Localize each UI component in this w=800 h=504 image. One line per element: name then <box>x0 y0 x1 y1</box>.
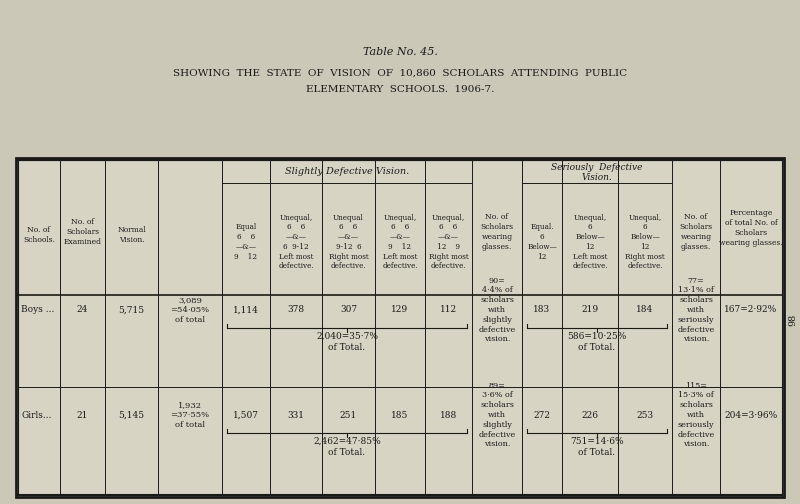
Text: Unequal,
6    6
—&—
6  9-12
Left most
defective.: Unequal, 6 6 —&— 6 9-12 Left most defect… <box>278 214 314 271</box>
Text: 90=
4·4% of
scholars
with
slightly
defective
vision.: 90= 4·4% of scholars with slightly defec… <box>478 277 516 343</box>
Text: Unequal,
6
Below—
12
Left most
defective.: Unequal, 6 Below— 12 Left most defective… <box>572 214 608 271</box>
Text: 188: 188 <box>440 410 457 419</box>
Text: Equal
6    6
—&—
9    12: Equal 6 6 —&— 9 12 <box>234 223 258 261</box>
Text: No. of
Scholars
wearing
glasses.: No. of Scholars wearing glasses. <box>679 213 713 250</box>
Text: Boys ...: Boys ... <box>21 305 54 314</box>
Text: 129: 129 <box>391 305 409 314</box>
Text: 77=
13·1% of
scholars
with
seriously
defective
vision.: 77= 13·1% of scholars with seriously def… <box>678 277 714 343</box>
Text: Unequal,
6    6
—&—
9    12
Left most
defective.: Unequal, 6 6 —&— 9 12 Left most defectiv… <box>382 214 418 271</box>
Text: 2,462=47·85%
of Total.: 2,462=47·85% of Total. <box>313 437 381 457</box>
Text: 167=2·92%: 167=2·92% <box>724 305 778 314</box>
Text: Normal
Vision.: Normal Vision. <box>117 226 146 244</box>
Text: 1,114: 1,114 <box>233 305 259 314</box>
Text: Girls...: Girls... <box>21 410 51 419</box>
Text: Seriously  Defective: Seriously Defective <box>551 162 642 171</box>
Text: 272: 272 <box>534 410 550 419</box>
Text: 183: 183 <box>534 305 550 314</box>
Text: 586=10·25%
of Total.: 586=10·25% of Total. <box>567 332 626 352</box>
Text: 204=3·96%: 204=3·96% <box>724 410 778 419</box>
Text: 3,089
=54·05%
of total: 3,089 =54·05% of total <box>170 296 210 324</box>
Text: 185: 185 <box>391 410 409 419</box>
Text: 98: 98 <box>789 314 798 326</box>
Text: Equal.
6
Below—
12: Equal. 6 Below— 12 <box>527 223 557 261</box>
Text: Percentage
of total No. of
Scholars
wearing glasses.: Percentage of total No. of Scholars wear… <box>719 209 783 246</box>
Text: 251: 251 <box>340 410 357 419</box>
Text: Table No. 45.: Table No. 45. <box>362 47 438 57</box>
Text: Vision.: Vision. <box>582 173 612 182</box>
Text: ELEMENTARY  SCHOOLS.  1906-7.: ELEMENTARY SCHOOLS. 1906-7. <box>306 86 494 95</box>
Text: No. of
Scholars
wearing
glasses.: No. of Scholars wearing glasses. <box>481 213 514 250</box>
Text: 112: 112 <box>440 305 457 314</box>
Text: 253: 253 <box>637 410 654 419</box>
Text: Unequal,
6
Below—
12
Right most
defective.: Unequal, 6 Below— 12 Right most defectiv… <box>625 214 665 271</box>
Text: Unequal,
6    6
—&—
12    9
Right most
defective.: Unequal, 6 6 —&— 12 9 Right most defecti… <box>429 214 468 271</box>
Text: 1,507: 1,507 <box>233 410 259 419</box>
Text: 115=
15·3% of
scholars
with
seriously
defective
vision.: 115= 15·3% of scholars with seriously de… <box>678 382 714 449</box>
Text: 219: 219 <box>582 305 598 314</box>
Text: SHOWING  THE  STATE  OF  VISION  OF  10,860  SCHOLARS  ATTENDING  PUBLIC: SHOWING THE STATE OF VISION OF 10,860 SC… <box>173 69 627 78</box>
Text: 5,145: 5,145 <box>118 410 145 419</box>
Text: Unequal
6    6
—&—
9-12  6
Right most
defective.: Unequal 6 6 —&— 9-12 6 Right most defect… <box>329 214 368 271</box>
Text: 1,932
=37·55%
of total: 1,932 =37·55% of total <box>170 401 210 429</box>
Text: 24: 24 <box>77 305 88 314</box>
Text: 184: 184 <box>636 305 654 314</box>
Text: No. of
Scholars
Examined: No. of Scholars Examined <box>63 218 102 246</box>
Text: 378: 378 <box>287 305 305 314</box>
Text: Slightly Defective Vision.: Slightly Defective Vision. <box>285 167 409 176</box>
Bar <box>16 158 784 497</box>
Text: No. of
Schools.: No. of Schools. <box>23 226 55 244</box>
Text: 2,040=35·7%
of Total.: 2,040=35·7% of Total. <box>316 332 378 352</box>
Text: 21: 21 <box>77 410 88 419</box>
Bar <box>18 160 782 495</box>
Text: 331: 331 <box>287 410 305 419</box>
Text: 307: 307 <box>340 305 357 314</box>
Text: 751=14·6%
of Total.: 751=14·6% of Total. <box>570 437 624 457</box>
Text: 5,715: 5,715 <box>118 305 145 314</box>
Text: 226: 226 <box>582 410 598 419</box>
Text: 89=
3·6% of
scholars
with
slightly
defective
vision.: 89= 3·6% of scholars with slightly defec… <box>478 382 516 449</box>
